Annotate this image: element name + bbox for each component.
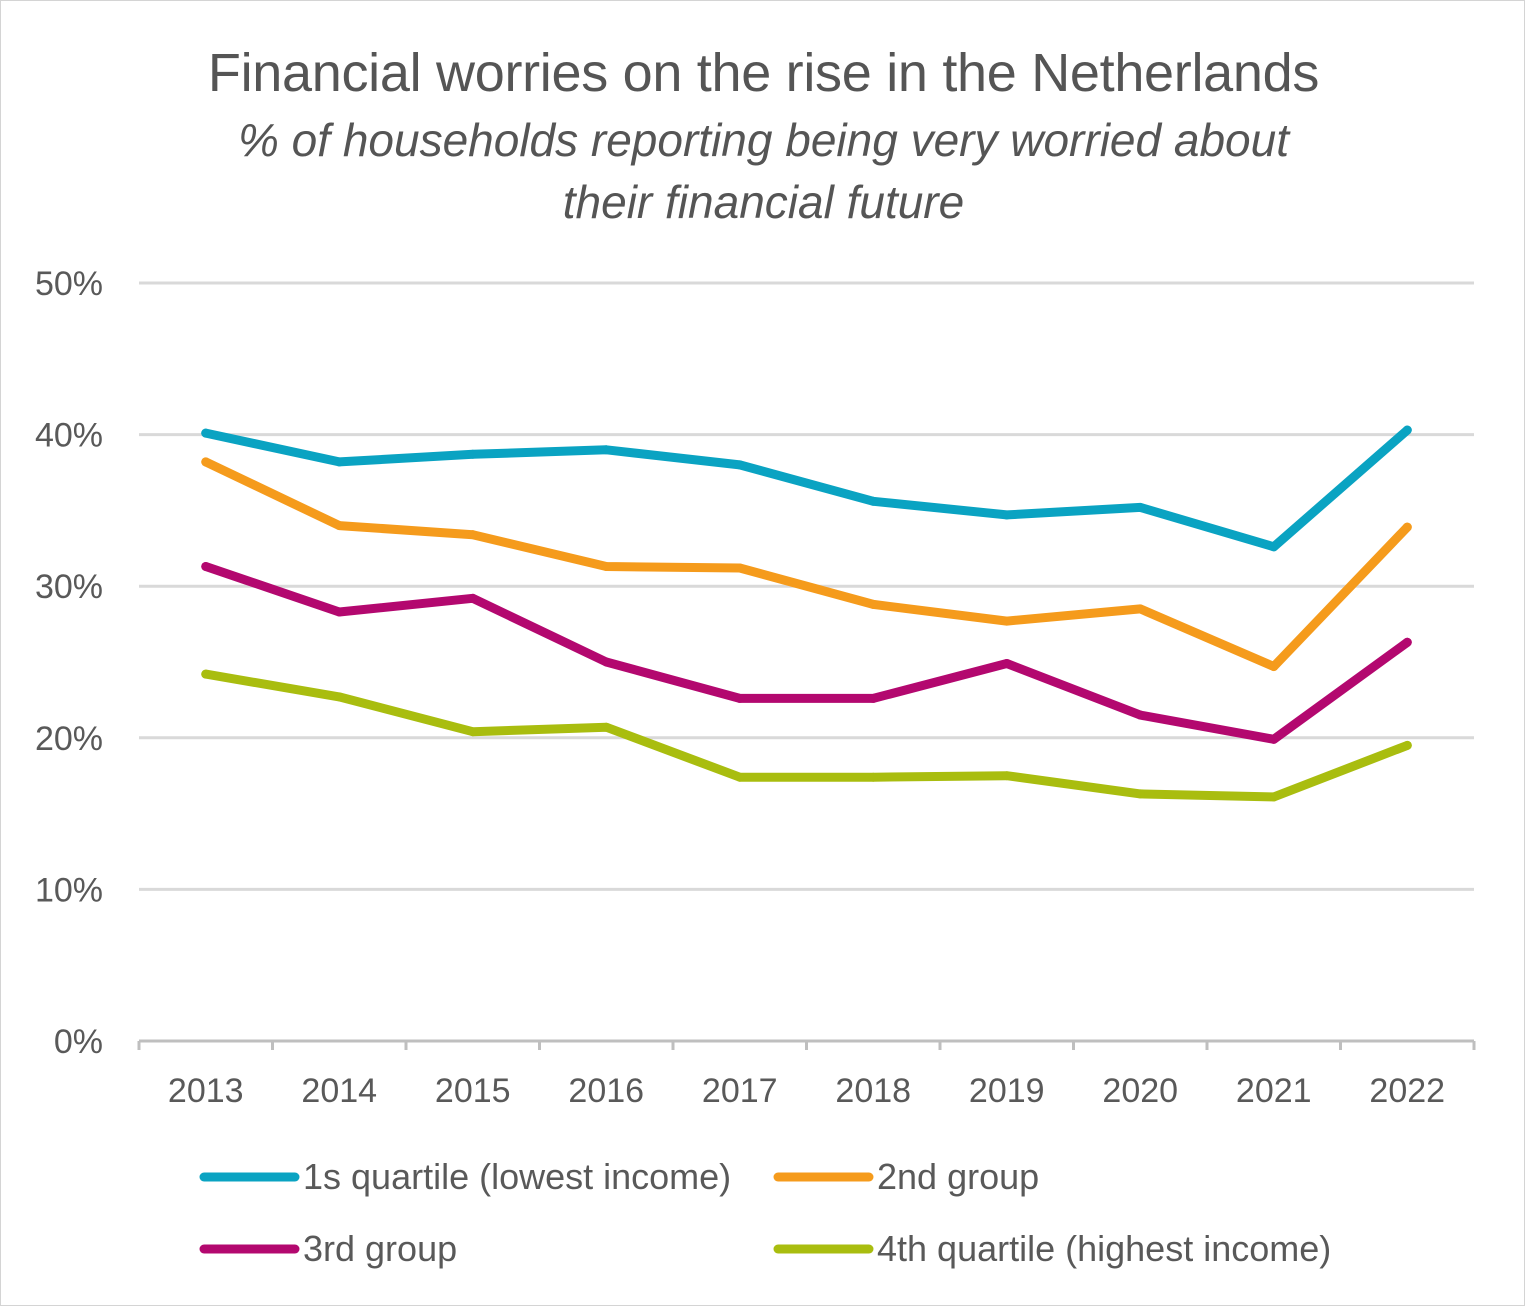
series-line-1 <box>201 425 1412 552</box>
series-lines <box>201 425 1412 802</box>
x-tick-label: 2013 <box>168 1072 244 1110</box>
data-point <box>1269 662 1279 672</box>
x-axis: 2013 2014 2015 2016 2017 2018 2019 2020 2021 2022 <box>137 1039 1476 1110</box>
data-point <box>1002 771 1012 781</box>
data-point <box>868 599 878 609</box>
data-point <box>1135 604 1145 614</box>
data-point <box>1402 425 1412 435</box>
data-point <box>601 722 611 732</box>
data-point <box>201 669 211 679</box>
series-line-3 <box>201 562 1412 744</box>
data-point <box>468 593 478 603</box>
x-tick-label: 2022 <box>1369 1072 1445 1110</box>
gridlines <box>139 281 1474 891</box>
legend-label: 2nd group <box>877 1156 1039 1197</box>
data-point <box>735 693 745 703</box>
x-tick-label: 2020 <box>1102 1072 1178 1110</box>
data-point <box>1269 542 1279 552</box>
data-point <box>735 563 745 573</box>
series-line-4 <box>201 669 1412 802</box>
data-point <box>468 727 478 737</box>
data-point <box>201 561 211 571</box>
x-tick-label: 2015 <box>435 1072 511 1110</box>
data-point <box>868 693 878 703</box>
y-tick-label: 40% <box>35 417 103 455</box>
data-point <box>601 657 611 667</box>
data-point <box>735 772 745 782</box>
legend-label: 4th quartile (highest income) <box>877 1228 1331 1269</box>
data-point <box>334 692 344 702</box>
data-point <box>468 530 478 540</box>
data-point <box>868 772 878 782</box>
y-axis-ticks: 0% 10% 20% 30% 40% 50% <box>35 265 103 1061</box>
data-point <box>601 561 611 571</box>
data-point <box>334 521 344 531</box>
x-tick-label: 2014 <box>301 1072 377 1110</box>
data-point <box>735 460 745 470</box>
data-point <box>201 428 211 438</box>
legend-label: 1s quartile (lowest income) <box>303 1156 731 1197</box>
data-point <box>1402 637 1412 647</box>
data-point <box>1402 740 1412 750</box>
x-tick-label: 2019 <box>969 1072 1045 1110</box>
chart-title: Financial worries on the rise in the Net… <box>207 43 1320 103</box>
y-tick-label: 10% <box>35 871 103 909</box>
y-tick-label: 30% <box>35 568 103 606</box>
data-point <box>1135 710 1145 720</box>
y-tick-label: 50% <box>35 265 103 303</box>
data-point <box>1402 522 1412 532</box>
data-point <box>334 457 344 467</box>
y-tick-label: 20% <box>35 720 103 758</box>
data-point <box>1269 792 1279 802</box>
data-point <box>868 496 878 506</box>
data-point <box>468 449 478 459</box>
y-tick-label: 0% <box>54 1023 103 1061</box>
x-tick-label: 2021 <box>1236 1072 1312 1110</box>
data-point <box>1002 659 1012 669</box>
data-point <box>1002 616 1012 626</box>
x-tick-label: 2016 <box>568 1072 644 1110</box>
data-point <box>601 445 611 455</box>
legend-label: 3rd group <box>303 1228 457 1269</box>
data-point <box>1135 502 1145 512</box>
data-point <box>201 457 211 467</box>
data-point <box>1269 734 1279 744</box>
data-point <box>1002 510 1012 520</box>
data-point <box>334 607 344 617</box>
x-tick-label: 2018 <box>835 1072 911 1110</box>
data-point <box>1135 789 1145 799</box>
series-line-2 <box>201 457 1412 671</box>
chart-subtitle: % of households reporting being very wor… <box>238 114 1289 228</box>
legend: 1s quartile (lowest income) 2nd group 3rd … <box>199 1156 1331 1269</box>
x-tick-label: 2017 <box>702 1072 778 1110</box>
